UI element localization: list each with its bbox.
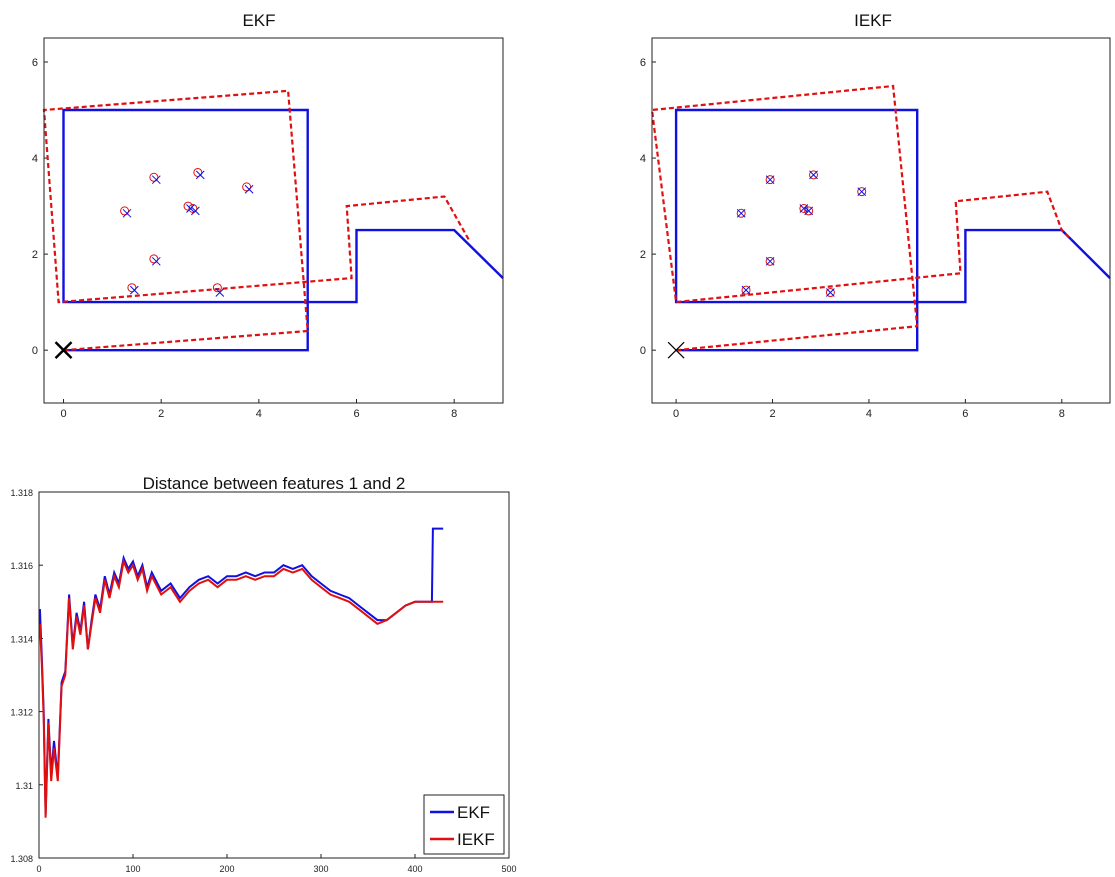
ekf-estimated-feature-marker — [212, 283, 222, 293]
distance-ytick-label: 1.31 — [15, 781, 33, 791]
ekf-ytick-label: 6 — [32, 57, 38, 69]
distance-ytick-label: 1.316 — [10, 561, 33, 571]
iekf-xtick-label: 8 — [1059, 408, 1065, 420]
distance-ytick-label: 1.312 — [10, 708, 33, 718]
ekf-start-marker — [54, 341, 73, 360]
ekf-true-feature-marker — [186, 204, 195, 213]
iekf-true-feature-marker — [765, 256, 775, 266]
iekf-xtick-label: 0 — [673, 408, 679, 420]
ekf-true-feature-marker — [151, 256, 161, 266]
iekf-true-feature-marker — [799, 204, 809, 213]
iekf-plot-frame — [651, 37, 1111, 404]
iekf-estimated-feature-marker — [765, 175, 775, 185]
iekf-plot: IEKF 0 2 4 6 8 0 2 4 6 — [640, 11, 1111, 420]
iekf-true-feature-marker — [736, 208, 746, 218]
iekf-true-feature-marker — [857, 187, 867, 197]
legend-iekf-label: IEKF — [457, 830, 495, 849]
distance-xtick-label: 300 — [313, 864, 328, 874]
ekf-ytick-label: 0 — [32, 345, 38, 357]
iekf-ytick-label: 2 — [640, 249, 646, 261]
iekf-estimated-feature-marker — [825, 288, 835, 298]
distance-ytick-label: 1.318 — [10, 488, 33, 498]
ekf-plot-frame — [43, 37, 504, 404]
ekf-estimated-feature-marker — [149, 254, 159, 264]
iekf-true-feature-marker — [765, 175, 775, 185]
distance-plot: Distance between features 1 and 2 0 100 20… — [10, 474, 516, 874]
iekf-true-feature-marker — [809, 170, 818, 180]
iekf-true-feature-marker — [804, 206, 814, 216]
ekf-xtick-label: 8 — [451, 408, 457, 420]
ekf-true-feature-marker — [151, 175, 161, 185]
legend: EKF IEKF — [423, 794, 505, 855]
ekf-xtick-label: 6 — [353, 408, 359, 420]
iekf-true-feature-marker — [741, 285, 751, 295]
ekf-true-feature-marker — [244, 184, 254, 194]
iekf-estimated-feature-marker — [804, 206, 814, 216]
distance-ytick-label: 1.308 — [10, 854, 33, 864]
distance-xtick-label: 200 — [219, 864, 234, 874]
distance-series-ekf-line — [38, 527, 444, 815]
ekf-estimated-feature-marker — [127, 283, 137, 293]
ekf-true-feature-marker — [122, 208, 132, 218]
ekf-true-trajectory-line — [62, 108, 504, 352]
iekf-plot-title: IEKF — [854, 11, 892, 30]
iekf-start-marker — [667, 341, 685, 359]
ekf-plot-title: EKF — [242, 11, 275, 30]
iekf-estimated-feature-marker — [809, 170, 819, 180]
iekf-estimated-feature-marker — [857, 187, 867, 197]
iekf-ytick-label: 6 — [640, 57, 646, 69]
ekf-estimated-feature-marker — [188, 203, 198, 213]
ekf-true-feature-marker — [191, 206, 200, 216]
iekf-estimated-feature-marker — [765, 256, 775, 266]
distance-series-iekf-line — [38, 558, 444, 818]
distance-xtick-label: 500 — [501, 864, 516, 874]
iekf-estimated-trajectory-line — [650, 84, 1073, 352]
distance-xtick-label: 100 — [125, 864, 140, 874]
iekf-ytick-label: 0 — [640, 345, 646, 357]
ekf-true-feature-marker — [215, 288, 225, 297]
ekf-estimated-feature-marker — [242, 182, 252, 192]
ekf-xtick-label: 4 — [256, 408, 262, 420]
ekf-ytick-label: 4 — [32, 153, 38, 165]
iekf-estimated-feature-marker — [741, 285, 751, 295]
iekf-xtick-label: 6 — [962, 408, 968, 420]
ekf-ytick-label: 2 — [32, 249, 38, 261]
ekf-xtick-label: 0 — [60, 408, 66, 420]
iekf-xtick-label: 4 — [866, 408, 872, 420]
ekf-estimated-feature-marker — [183, 201, 193, 211]
ekf-xtick-label: 2 — [158, 408, 164, 420]
ekf-estimated-trajectory-line — [42, 89, 470, 352]
iekf-estimated-feature-marker — [736, 208, 746, 218]
iekf-xtick-label: 2 — [769, 408, 775, 420]
legend-ekf-label: EKF — [457, 803, 490, 822]
ekf-estimated-feature-marker — [149, 172, 159, 182]
ekf-estimated-feature-marker — [193, 167, 203, 177]
iekf-true-feature-marker — [826, 288, 835, 297]
distance-xtick-label: 0 — [36, 864, 41, 874]
distance-plot-title: Distance between features 1 and 2 — [143, 474, 406, 493]
ekf-true-feature-marker — [129, 285, 139, 295]
distance-plot-frame — [38, 491, 510, 859]
iekf-ytick-label: 4 — [640, 153, 646, 165]
distance-xtick-label: 400 — [407, 864, 422, 874]
ekf-plot: EKF 0 2 4 6 8 0 2 4 6 — [32, 11, 504, 420]
iekf-true-trajectory-line — [674, 108, 1111, 352]
distance-ytick-label: 1.314 — [10, 634, 33, 644]
ekf-estimated-feature-marker — [120, 206, 130, 216]
legend-box — [423, 794, 505, 855]
iekf-estimated-feature-marker — [799, 203, 809, 213]
ekf-true-feature-marker — [195, 170, 205, 180]
